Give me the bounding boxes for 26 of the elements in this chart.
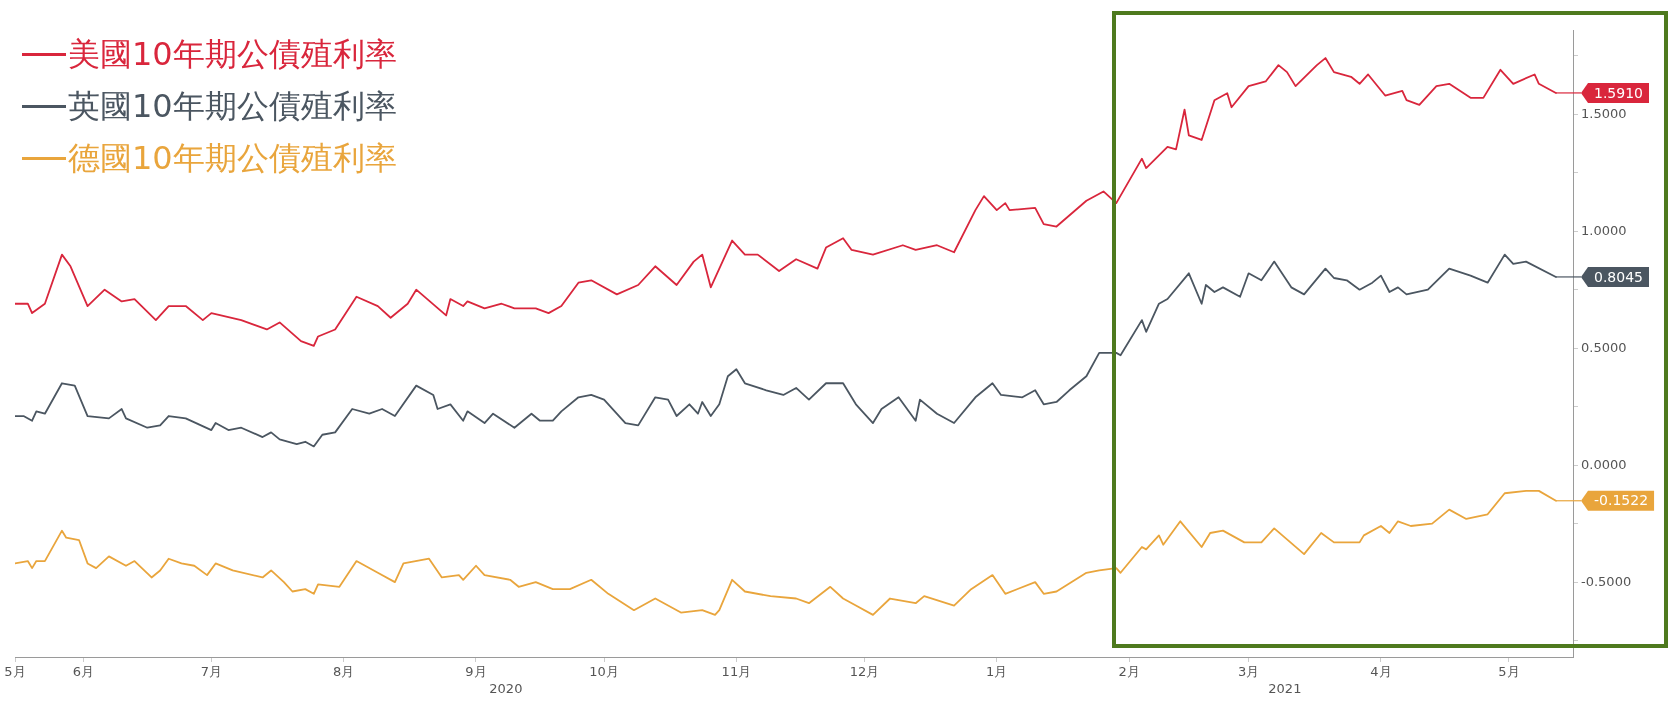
x-tick-label: 5月 — [1498, 664, 1520, 680]
x-tick-label: 12月 — [849, 664, 880, 680]
legend-label: 德國10年期公債殖利率 — [68, 138, 397, 179]
data-label: -0.1522 — [1594, 492, 1649, 509]
y-tick-label: 0.5000 — [1581, 339, 1627, 355]
x-tick-label: 4月 — [1370, 664, 1392, 680]
y-tick-label: 0.0000 — [1581, 456, 1627, 472]
x-tick-label: 8月 — [333, 664, 355, 680]
legend-label: 美國10年期公債殖利率 — [68, 34, 397, 75]
x-tick-label: 2月 — [1118, 664, 1140, 680]
x-tick-label: 11月 — [721, 664, 752, 680]
x-tick-label: 3月 — [1237, 664, 1260, 680]
x-tick-label: 10月 — [589, 664, 619, 680]
y-tick-label: 1.5000 — [1581, 105, 1627, 121]
data-label: 1.5910 — [1594, 84, 1643, 101]
data-label: 0.8045 — [1594, 268, 1643, 285]
y-tick-label: -0.5000 — [1581, 573, 1632, 589]
x-tick-label: 6月 — [72, 664, 94, 680]
x-tick-label: 5月 — [4, 664, 26, 680]
x-tick-label: 7月 — [200, 664, 222, 680]
text: 2021 — [1268, 680, 1302, 696]
legend-label: 英國10年期公債殖利率 — [68, 86, 397, 127]
x-tick-label: 9月 — [465, 664, 487, 680]
text: 2020 — [489, 680, 523, 696]
x-tick-label: 1月 — [986, 664, 1008, 680]
y-tick-label: 1.0000 — [1581, 222, 1627, 238]
